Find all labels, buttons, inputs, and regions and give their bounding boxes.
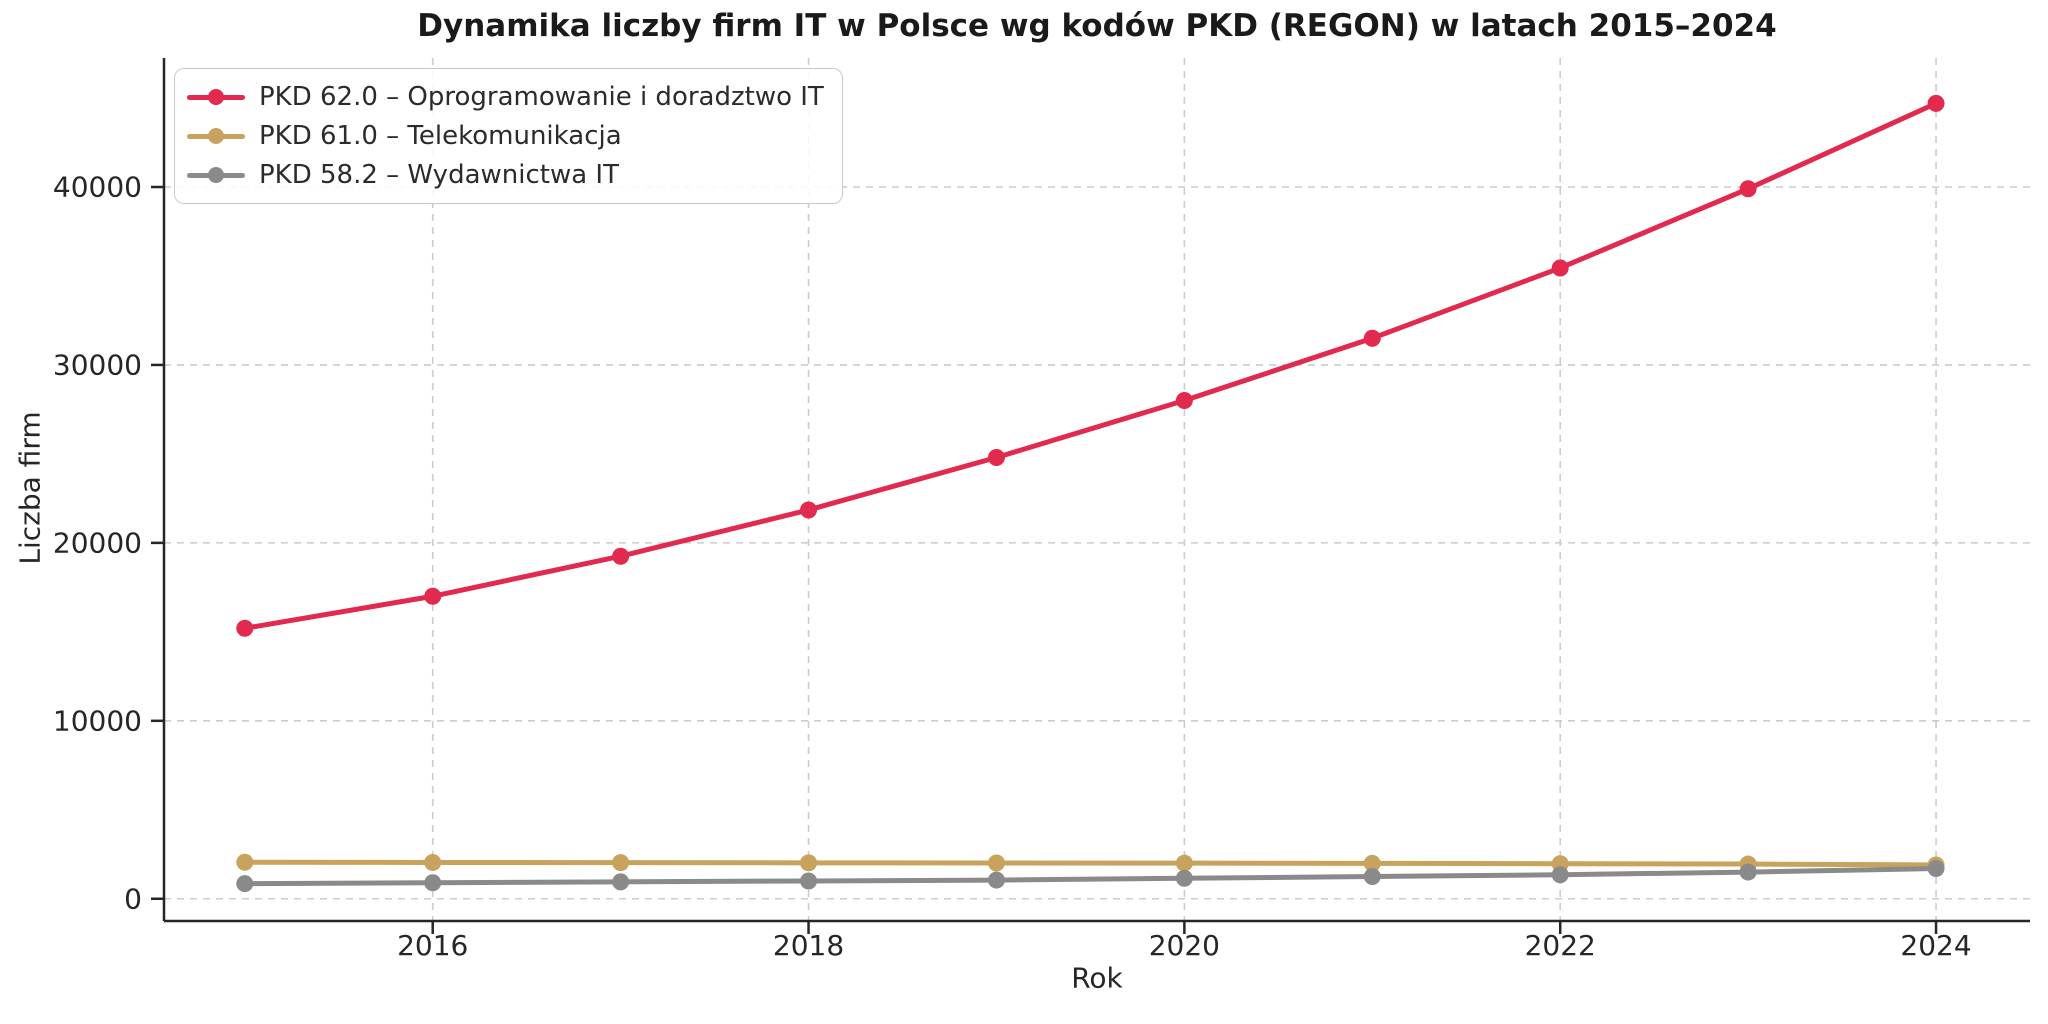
data-point (800, 501, 818, 519)
series-line (242, 859, 1939, 868)
data-point (1739, 180, 1757, 198)
y-tick-label: 10000 (53, 704, 142, 737)
data-point (1363, 854, 1381, 872)
data-point (987, 448, 1005, 466)
data-point (987, 871, 1005, 889)
legend-item: PKD 58.2 – Wydawnictwa IT (187, 156, 824, 194)
x-tick-label: 2024 (1900, 929, 1971, 962)
x-tick-label: 2016 (397, 929, 468, 962)
legend-item-label: PKD 58.2 – Wydawnictwa IT (259, 160, 619, 190)
data-point (236, 853, 254, 871)
data-point (1363, 868, 1381, 886)
x-axis-label: Rok (1071, 961, 1123, 995)
legend-dot-swatch (208, 167, 224, 183)
legend-item-label: PKD 61.0 – Telekomunikacja (259, 121, 622, 151)
series-line (242, 100, 1939, 631)
legend-marker-icon (187, 88, 245, 106)
data-point (1551, 866, 1569, 884)
y-axis-label: Liczba firm (13, 411, 47, 565)
data-point (1175, 869, 1193, 887)
legend-item: PKD 61.0 – Telekomunikacja (187, 117, 824, 155)
y-tick-label: 0 (124, 882, 142, 915)
y-tick-label: 40000 (53, 171, 142, 204)
data-point (612, 873, 630, 891)
legend-dot-swatch (208, 128, 224, 144)
legend-item-label: PKD 62.0 – Oprogramowanie i doradztwo IT (259, 82, 824, 112)
legend-dot-swatch (208, 89, 224, 105)
data-point (424, 853, 442, 871)
data-point (1175, 854, 1193, 872)
data-point (612, 854, 630, 872)
data-point (1739, 863, 1757, 881)
data-point (1927, 94, 1945, 112)
data-point (424, 587, 442, 605)
legend: PKD 62.0 – Oprogramowanie i doradztwo IT… (174, 68, 843, 204)
data-point (1551, 259, 1569, 277)
legend-item: PKD 62.0 – Oprogramowanie i doradztwo IT (187, 78, 824, 116)
data-point (236, 875, 254, 893)
data-point (424, 874, 442, 892)
x-tick-label: 2022 (1525, 929, 1596, 962)
y-tick-label: 30000 (53, 348, 142, 381)
data-point (1175, 392, 1193, 410)
legend-marker-icon (187, 127, 245, 145)
y-tick-label: 20000 (53, 526, 142, 559)
x-tick-label: 2020 (1149, 929, 1220, 962)
series-line (242, 866, 1939, 887)
x-tick-label: 2018 (773, 929, 844, 962)
data-point (236, 619, 254, 637)
data-point (612, 547, 630, 565)
chart-title: Dynamika liczby firm IT w Polsce wg kodó… (417, 8, 1777, 44)
data-point (1363, 329, 1381, 347)
data-point (1927, 860, 1945, 878)
data-point (800, 854, 818, 872)
legend-marker-icon (187, 166, 245, 184)
data-point (987, 854, 1005, 872)
data-point (800, 872, 818, 890)
